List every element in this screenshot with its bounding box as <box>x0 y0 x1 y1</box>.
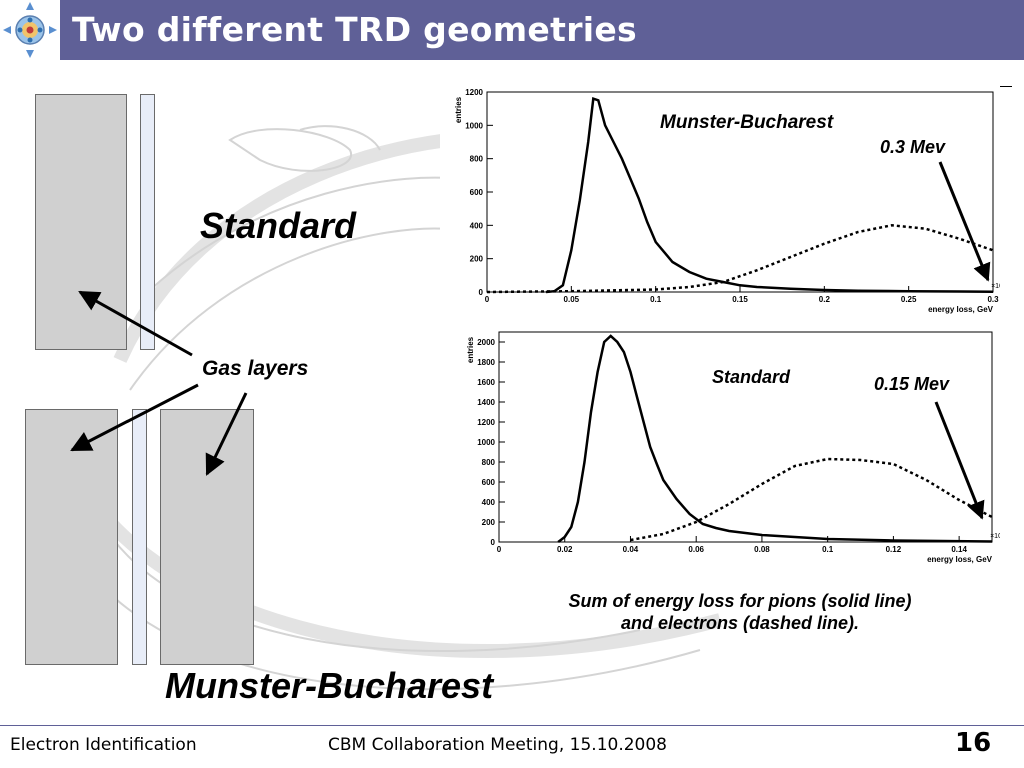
x-tick-label: 0 <box>497 545 502 554</box>
y-tick-label: 600 <box>470 188 484 197</box>
y-tick-label: 600 <box>482 478 496 487</box>
x-tick-label: 0.1 <box>822 545 834 554</box>
footer-left: Electron Identification <box>10 735 197 755</box>
y-tick-label: 1000 <box>477 438 495 447</box>
y-tick-label: 1200 <box>465 88 483 97</box>
x-axis-label: energy loss, GeV <box>927 555 993 564</box>
y-tick-label: 800 <box>470 155 484 164</box>
top-plot-title: Munster-Bucharest <box>660 112 834 133</box>
x-tick-label: 0.15 <box>732 295 748 304</box>
series-electrons <box>486 224 994 294</box>
y-tick-label: 400 <box>470 221 484 230</box>
series-pions <box>557 334 993 543</box>
y-axis-label: entries <box>466 336 475 363</box>
y-axis-label: entries <box>454 96 463 123</box>
mb-gas-layer <box>132 409 147 665</box>
y-tick-label: 0 <box>479 288 484 297</box>
y-tick-label: 200 <box>470 255 484 264</box>
x-tick-label: 0.02 <box>557 545 573 554</box>
bottom-plot-svg: 0 200 400 600 800 1000 1200 1400 1600 1800 2000 0 0.… <box>466 331 1000 564</box>
standard-label: Standard <box>200 205 357 246</box>
x-tick-label: 0 <box>485 295 490 304</box>
slide-title: Two different TRD geometries <box>72 10 638 49</box>
y-tick-label: 2000 <box>477 338 495 347</box>
top-plot-annotation: 0.3 Mev <box>880 137 946 157</box>
bottom-plot: 0 200 400 600 800 1000 1200 1400 1600 1800 2000 0 0.… <box>452 322 1000 568</box>
y-tick-label: 1000 <box>465 121 483 130</box>
x-tick-label: 0.25 <box>901 295 917 304</box>
caption-line-1: Sum of energy loss for pions (solid line… <box>568 591 912 611</box>
x-tick-label: 0.2 <box>819 295 831 304</box>
cbm-logo-icon <box>3 2 57 58</box>
title-bar <box>60 0 1024 60</box>
bottom-plot-title: Standard <box>712 367 791 387</box>
x-tick-label: 0.08 <box>754 545 770 554</box>
series-pions <box>545 97 994 294</box>
y-tick-label: 1200 <box>477 418 495 427</box>
standard-gas-layer <box>140 94 155 350</box>
x-tick-label: 0.04 <box>623 545 639 554</box>
plot-caption: Sum of energy loss for pions (solid line… <box>490 590 990 634</box>
y-tick-label: 800 <box>482 458 496 467</box>
gas-layers-label: Gas layers <box>202 357 309 380</box>
top-plot: 0 200 400 600 800 1000 1200 0 0.05 0.1 0.15 0.2 0.25… <box>440 82 1000 314</box>
x-tick-label: 0.06 <box>688 545 704 554</box>
page-number: 16 <box>955 728 992 758</box>
y-tick-label: 1600 <box>477 378 495 387</box>
y-tick-label: 1800 <box>477 358 495 367</box>
y-tick-label: 1400 <box>477 398 495 407</box>
x-tick-label: 0.1 <box>650 295 662 304</box>
footer-center: CBM Collaboration Meeting, 15.10.2008 <box>328 735 667 755</box>
footer-divider <box>0 725 1024 726</box>
x-axis-multiplier: ×10⁻³ <box>991 283 1000 290</box>
bottom-plot-annotation: 0.15 Mev <box>874 374 950 394</box>
y-tick-label: 0 <box>491 538 496 547</box>
x-tick-label: 0.05 <box>564 295 580 304</box>
y-tick-label: 200 <box>482 518 496 527</box>
x-tick-label: 0.12 <box>886 545 902 554</box>
x-axis-label: energy loss, GeV <box>928 305 994 314</box>
mb-radiator-right <box>160 409 254 665</box>
munster-bucharest-label: Munster-Bucharest <box>165 665 494 706</box>
caption-line-2: and electrons (dashed line). <box>620 613 860 633</box>
mb-radiator-left <box>25 409 118 665</box>
x-tick-label: 0.3 <box>987 295 999 304</box>
x-axis-multiplier: ×10⁻³ <box>990 533 1000 540</box>
plot-frame <box>498 331 993 543</box>
y-tick-label: 400 <box>482 498 496 507</box>
series-electrons <box>630 457 993 542</box>
top-plot-svg: 0 200 400 600 800 1000 1200 0 0.05 0.1 0.15 0.2 0.25… <box>454 88 1000 314</box>
x-tick-label: 0.14 <box>951 545 967 554</box>
